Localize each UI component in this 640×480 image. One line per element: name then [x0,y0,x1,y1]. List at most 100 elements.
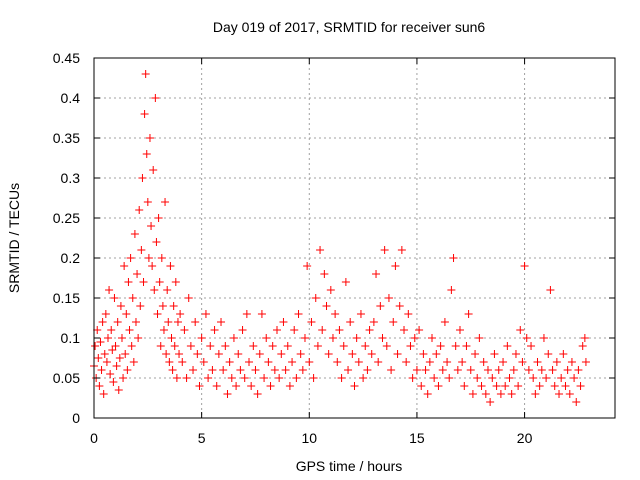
data-point [432,350,441,358]
data-point [110,294,119,302]
data-point [251,366,260,374]
data-point [565,390,574,398]
data-point [320,270,329,278]
data-point [531,390,540,398]
data-point [117,334,126,342]
data-point [509,366,518,374]
y-tick-label: 0.25 [53,210,80,226]
data-point [296,350,305,358]
data-point [380,246,389,254]
data-point [468,390,477,398]
data-point [561,382,570,390]
data-point [505,374,514,382]
y-tick-label: 0 [72,410,80,426]
data-point [97,366,106,374]
data-point [479,358,488,366]
data-point [123,366,132,374]
data-point [412,366,421,374]
x-axis-title: GPS time / hours [296,458,403,474]
data-point [341,278,350,286]
data-point [550,382,559,390]
data-point [249,342,258,350]
y-tick-label: 0.05 [53,370,80,386]
data-point [167,334,176,342]
data-point [103,334,112,342]
data-point [100,350,109,358]
data-point [157,254,166,262]
data-point [150,286,159,294]
data-point [155,278,164,286]
data-point [376,302,385,310]
data-point [415,326,424,334]
data-point [120,262,129,270]
data-point [492,382,501,390]
grid [94,58,615,418]
data-point [354,358,363,366]
data-point [229,334,238,342]
data-point [544,350,553,358]
data-point [268,342,277,350]
data-point [111,342,120,350]
data-point [142,150,151,158]
data-point [169,302,178,310]
data-point [460,382,469,390]
data-point [133,270,142,278]
data-point [223,390,232,398]
y-tick-label: 0.2 [61,250,81,266]
data-point [449,254,458,262]
data-point [210,326,219,334]
data-point [96,338,105,346]
data-points [90,70,590,406]
data-point [443,358,452,366]
data-point [307,318,316,326]
data-point [423,390,432,398]
chart-title: Day 019 of 2017, SRMTID for receiver sun… [213,19,486,35]
data-point [156,342,165,350]
data-point [406,342,415,350]
data-point [361,342,370,350]
data-point [214,350,223,358]
data-point [125,326,134,334]
data-point [201,310,210,318]
y-tick-labels: 0 0.05 0.1 0.15 0.2 0.25 0.3 0.35 0.4 0.45 [53,50,80,426]
data-point [147,222,156,230]
data-point [176,310,185,318]
data-point [533,358,542,366]
data-point [552,358,561,366]
data-point [151,94,160,102]
data-point [326,286,335,294]
data-point [524,366,533,374]
data-point [559,350,568,358]
data-point [471,350,480,358]
data-point [438,366,447,374]
data-point [333,358,342,366]
data-point [119,374,128,382]
data-point [391,262,400,270]
data-point [514,382,523,390]
x-tick-label: 5 [198,430,206,446]
data-point [494,366,503,374]
data-point [473,374,482,382]
data-point [186,342,195,350]
data-point [171,278,180,286]
data-point [305,358,314,366]
y-tick-label: 0.45 [53,50,80,66]
data-point [260,374,269,382]
data-point [225,358,234,366]
data-point [130,230,139,238]
data-point [165,358,174,366]
data-point [234,350,243,358]
data-point [365,326,374,334]
data-point [115,354,124,362]
data-point [578,342,587,350]
data-point [477,382,486,390]
data-point [173,318,182,326]
data-point [122,310,131,318]
data-point [140,110,149,118]
data-point [303,262,312,270]
data-point [240,374,249,382]
data-point [580,334,589,342]
data-point [108,346,117,354]
data-point [172,374,181,382]
data-point [145,134,154,142]
